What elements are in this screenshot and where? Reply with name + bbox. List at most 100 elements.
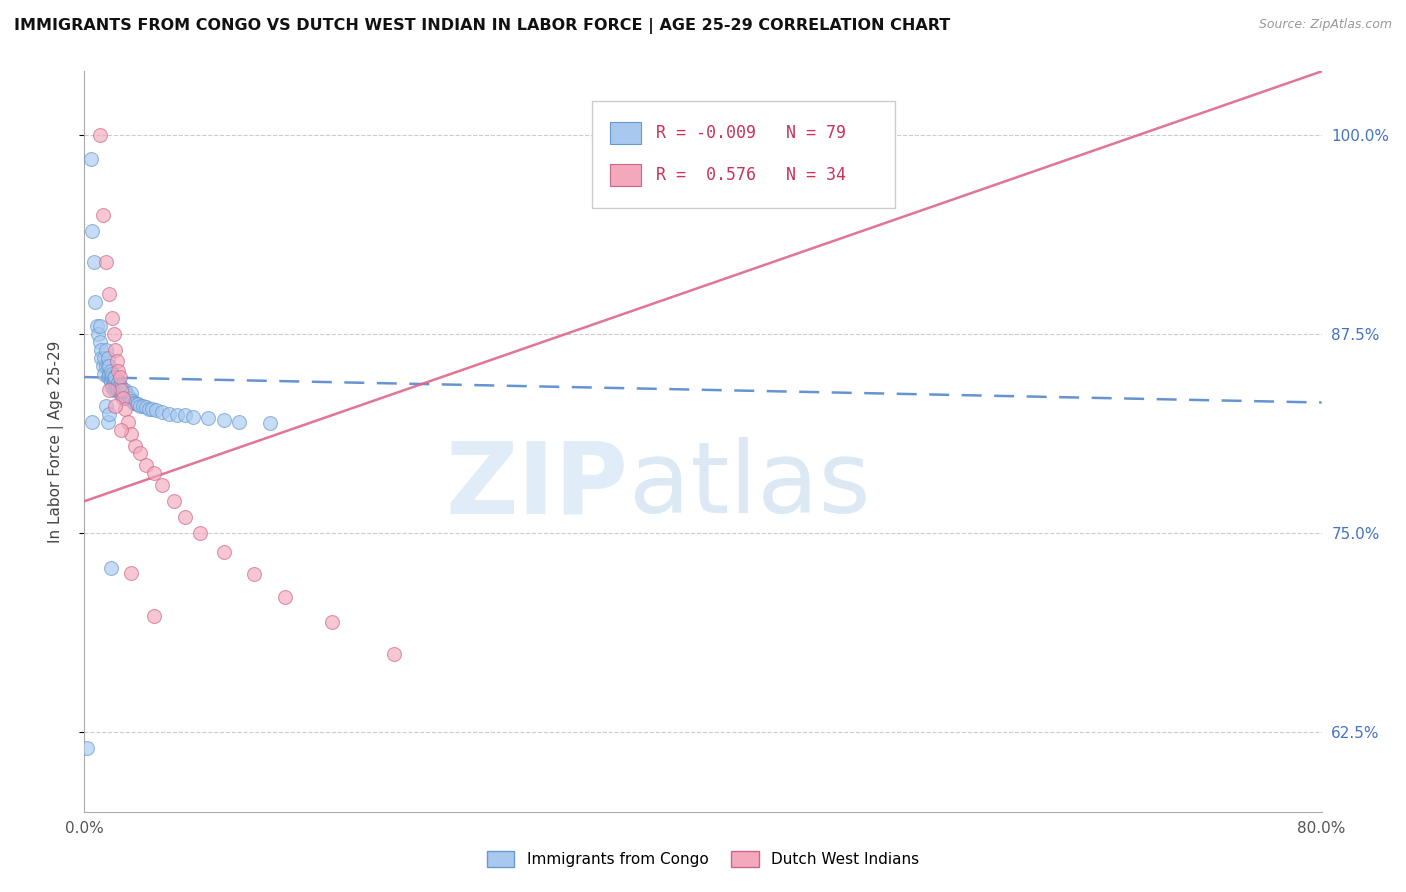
Point xyxy=(101,311,124,326)
Point xyxy=(382,647,405,661)
Point xyxy=(124,438,146,452)
Point xyxy=(100,375,122,389)
Point xyxy=(120,566,142,580)
Point xyxy=(98,287,121,301)
Point xyxy=(105,354,128,368)
Point xyxy=(93,367,115,381)
Text: R = -0.009   N = 79: R = -0.009 N = 79 xyxy=(657,124,846,142)
Point xyxy=(100,370,122,384)
Point xyxy=(86,319,108,334)
Point xyxy=(103,370,125,384)
Point xyxy=(188,526,211,541)
Point xyxy=(91,359,114,373)
Point xyxy=(112,391,135,405)
Point xyxy=(129,446,152,460)
Point xyxy=(103,327,125,342)
Point xyxy=(98,367,121,381)
Point xyxy=(100,364,122,378)
Point xyxy=(79,152,101,166)
Point xyxy=(93,351,115,365)
Point xyxy=(94,255,117,269)
Point xyxy=(94,399,117,413)
Point xyxy=(174,409,197,423)
Point xyxy=(104,375,127,389)
Point xyxy=(83,255,105,269)
Point xyxy=(101,367,124,381)
Point xyxy=(98,407,121,421)
Point xyxy=(129,399,152,413)
Point xyxy=(103,383,125,397)
Point xyxy=(94,343,117,357)
Point xyxy=(110,386,132,401)
Point xyxy=(120,392,142,407)
Point xyxy=(100,561,122,575)
Point xyxy=(108,378,131,392)
Point xyxy=(107,375,129,389)
Point xyxy=(110,383,132,397)
Point xyxy=(82,223,104,237)
Legend: Immigrants from Congo, Dutch West Indians: Immigrants from Congo, Dutch West Indian… xyxy=(486,851,920,867)
Point xyxy=(259,416,281,430)
Point xyxy=(104,370,127,384)
Point xyxy=(103,375,125,389)
Point xyxy=(117,389,139,403)
Point xyxy=(91,208,114,222)
Point xyxy=(107,364,129,378)
Point xyxy=(274,590,297,604)
Point xyxy=(143,608,166,623)
Point xyxy=(84,295,107,310)
Point xyxy=(110,379,132,393)
Point xyxy=(138,401,160,416)
Point xyxy=(197,411,219,425)
Point xyxy=(105,378,128,392)
Y-axis label: In Labor Force | Age 25-29: In Labor Force | Age 25-29 xyxy=(48,341,63,542)
Text: Source: ZipAtlas.com: Source: ZipAtlas.com xyxy=(1258,18,1392,31)
Point xyxy=(96,415,118,429)
Point xyxy=(115,391,138,405)
FancyBboxPatch shape xyxy=(592,101,894,209)
Point xyxy=(166,409,188,423)
Point xyxy=(127,397,149,411)
Point xyxy=(163,494,186,508)
Point xyxy=(90,343,112,357)
Point xyxy=(321,615,343,630)
Point xyxy=(141,401,163,416)
Point xyxy=(108,386,131,401)
Point xyxy=(94,359,117,373)
Point xyxy=(112,383,135,397)
Point xyxy=(110,423,132,437)
Point xyxy=(101,370,124,384)
Point xyxy=(132,399,155,413)
Point xyxy=(114,383,136,397)
Point xyxy=(104,379,127,393)
Point xyxy=(101,379,124,393)
Text: ZIP: ZIP xyxy=(446,437,628,534)
Point xyxy=(125,397,148,411)
Point xyxy=(122,395,145,409)
Point xyxy=(114,391,136,405)
Point xyxy=(76,741,98,756)
Point xyxy=(143,466,166,480)
Point xyxy=(105,383,128,397)
Point xyxy=(150,478,173,492)
Text: R =  0.576   N = 34: R = 0.576 N = 34 xyxy=(657,166,846,184)
Point xyxy=(120,427,142,442)
Point xyxy=(104,343,127,357)
Text: atlas: atlas xyxy=(628,437,870,534)
Point xyxy=(120,386,142,401)
Point xyxy=(89,128,111,142)
Point xyxy=(89,319,111,334)
Bar xyxy=(610,164,641,186)
Point xyxy=(117,415,139,429)
Point xyxy=(124,395,146,409)
Bar xyxy=(610,121,641,144)
Point xyxy=(150,405,173,419)
Point xyxy=(98,359,121,373)
Point xyxy=(108,383,131,397)
Point xyxy=(118,391,141,405)
Point xyxy=(115,386,138,401)
Point xyxy=(243,567,266,582)
Point xyxy=(212,413,235,427)
Point xyxy=(90,351,112,365)
Point xyxy=(135,401,157,415)
